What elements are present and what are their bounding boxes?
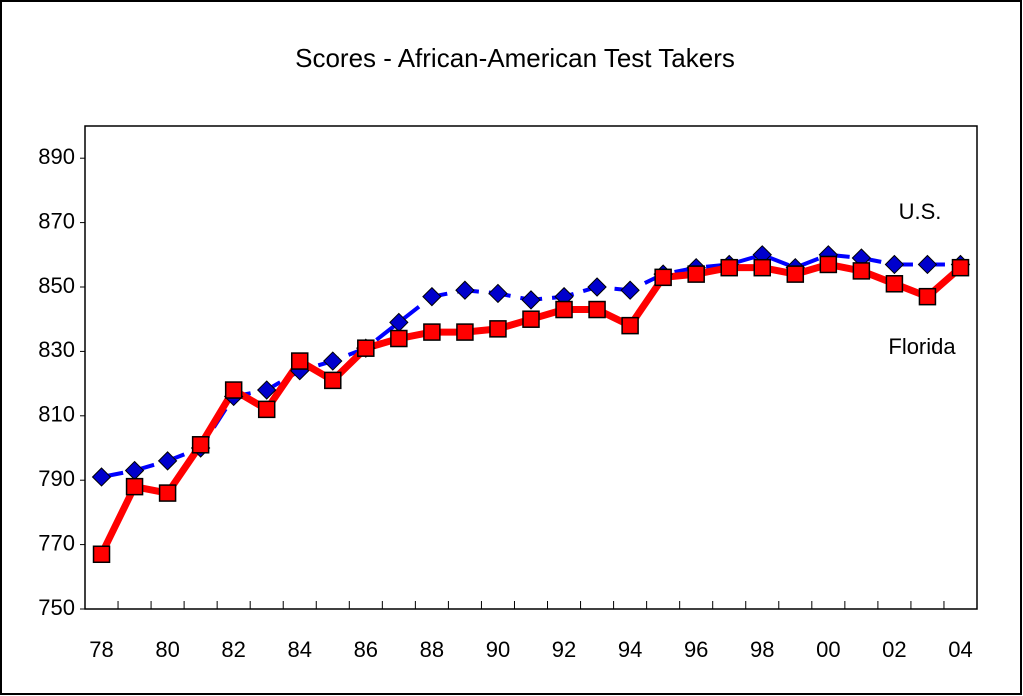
y-tick-label: 750	[38, 595, 75, 620]
x-tick-label: 92	[552, 637, 576, 662]
marker	[951, 258, 970, 277]
x-tick-label: 02	[882, 637, 906, 662]
marker	[357, 339, 375, 357]
marker	[224, 381, 243, 399]
marker	[852, 262, 871, 280]
x-tick-label: 82	[221, 637, 245, 662]
marker	[456, 323, 474, 341]
x-tick-label: 78	[89, 637, 113, 662]
x-tick-label: 90	[486, 637, 510, 662]
marker	[885, 275, 904, 293]
x-tick-label: 00	[816, 637, 840, 662]
x-tick-label: 84	[287, 637, 311, 662]
marker	[390, 329, 408, 348]
marker	[786, 265, 805, 283]
marker	[819, 255, 838, 274]
marker	[488, 283, 508, 304]
marker	[588, 300, 606, 319]
marker	[489, 320, 507, 338]
x-tick-label: 80	[155, 637, 179, 662]
y-tick-label: 890	[38, 144, 75, 169]
marker	[621, 316, 639, 335]
marker	[521, 290, 541, 310]
marker	[324, 371, 342, 390]
y-tick-label: 870	[38, 208, 75, 233]
marker	[323, 351, 343, 371]
series-label: U.S.	[899, 199, 942, 224]
plot-area	[84, 125, 978, 610]
x-tick-label: 88	[420, 637, 444, 662]
x-tick-label: 98	[750, 637, 774, 662]
marker	[125, 477, 144, 496]
marker	[654, 268, 672, 287]
marker	[157, 451, 178, 471]
y-tick-label: 850	[38, 273, 75, 298]
x-tick-label: 86	[354, 637, 378, 662]
marker	[555, 300, 573, 319]
x-tick-label: 94	[618, 637, 642, 662]
marker	[918, 287, 937, 306]
marker	[92, 545, 111, 564]
marker	[290, 352, 309, 370]
marker	[753, 258, 772, 277]
y-tick-label: 810	[38, 402, 75, 427]
marker	[191, 436, 210, 454]
marker	[522, 310, 540, 328]
marker	[455, 280, 475, 300]
marker	[91, 467, 112, 487]
marker	[587, 277, 607, 297]
x-tick-label: 96	[684, 637, 708, 662]
y-tick-label: 790	[38, 466, 75, 491]
marker	[687, 265, 705, 283]
marker	[256, 380, 277, 400]
marker	[884, 254, 905, 275]
marker	[257, 400, 276, 419]
y-tick-label: 830	[38, 337, 75, 362]
marker	[422, 286, 442, 307]
marker	[917, 254, 938, 275]
chart-title: Scores - African-American Test Takers	[295, 43, 735, 73]
marker	[620, 280, 640, 300]
y-tick-label: 770	[38, 530, 75, 555]
series-label: Florida	[888, 334, 956, 359]
marker	[720, 258, 738, 277]
marker	[158, 484, 177, 502]
x-tick-label: 04	[948, 637, 972, 662]
marker	[423, 323, 441, 341]
